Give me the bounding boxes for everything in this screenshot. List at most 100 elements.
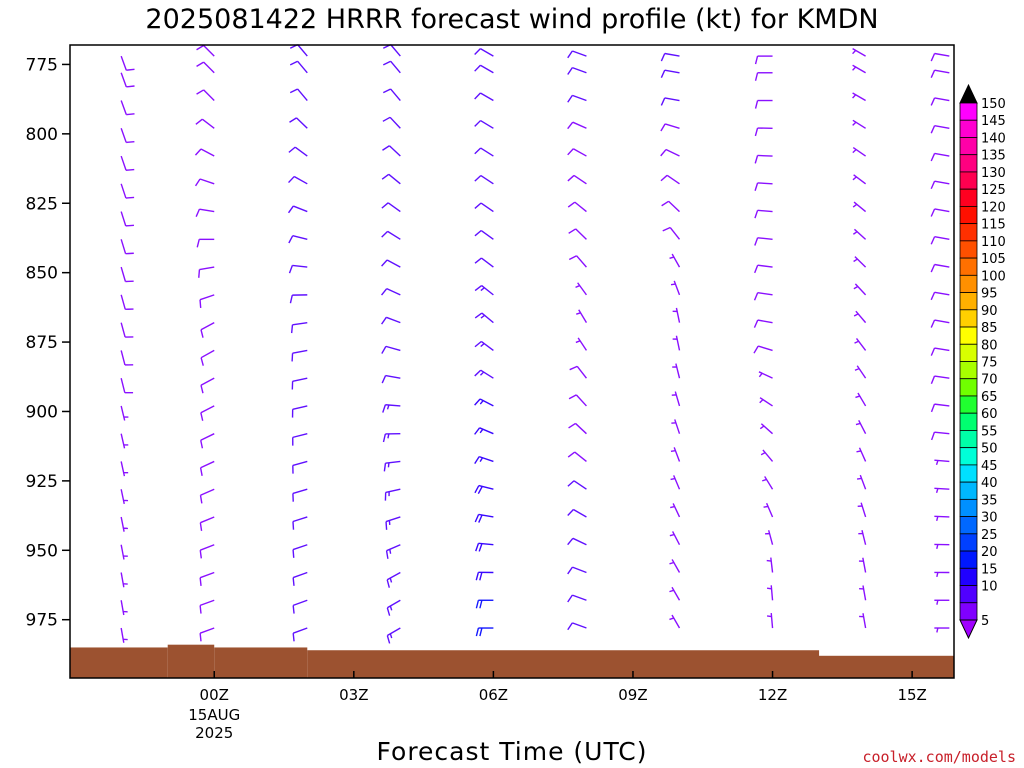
- wind-barb: [858, 530, 867, 545]
- terrain-step: [795, 655, 954, 678]
- wind-barb: [930, 319, 950, 328]
- wind-barb: [930, 52, 950, 62]
- wind-barb: [287, 205, 308, 214]
- colorbar-label: 30: [981, 511, 998, 526]
- wind-barb: [763, 502, 774, 518]
- x-tick-label: 09Z: [618, 686, 647, 704]
- wind-barb: [290, 321, 308, 334]
- colorbar-swatch: [959, 430, 978, 449]
- wind-barb: [760, 449, 774, 462]
- wind-barb: [567, 50, 587, 59]
- wind-barb: [288, 175, 308, 185]
- wind-barb: [857, 502, 867, 518]
- y-tick-label: 975: [26, 611, 58, 631]
- wind-barb: [567, 480, 587, 490]
- wind-barb: [474, 64, 494, 74]
- colorbar-swatch: [959, 240, 978, 259]
- wind-barb: [854, 365, 867, 379]
- wind-barb: [289, 294, 308, 304]
- wind-barb: [567, 622, 587, 631]
- wind-barb: [474, 119, 494, 129]
- x-tick-sublabel: 15AUG: [188, 706, 240, 724]
- wind-barb: [120, 572, 128, 588]
- wind-barb: [292, 544, 308, 558]
- wind-barb: [381, 316, 401, 325]
- wind-barb: [475, 599, 494, 609]
- wind-barb: [853, 283, 867, 296]
- wind-barb: [383, 460, 401, 472]
- wind-barb: [198, 266, 215, 278]
- wind-barb: [382, 116, 401, 129]
- wind-barb: [382, 145, 401, 157]
- wind-barb: [382, 88, 401, 101]
- wind-barb: [381, 288, 401, 296]
- wind-barb: [567, 537, 587, 546]
- wind-barb: [575, 337, 588, 351]
- wind-barb: [382, 404, 401, 413]
- colorbar-label: 25: [981, 528, 998, 543]
- colorbar: 1501451401351301251201151101051009590858…: [959, 83, 1006, 640]
- wind-barb: [930, 69, 950, 78]
- wind-barb: [568, 228, 587, 240]
- wind-barb: [567, 201, 587, 213]
- wind-barb: [567, 174, 587, 185]
- wind-barb: [567, 148, 587, 157]
- wind-barb: [200, 349, 215, 366]
- wind-barb: [754, 182, 773, 191]
- wind-barb: [576, 309, 588, 323]
- wind-barb: [120, 433, 129, 449]
- wind-barb: [199, 460, 215, 476]
- colorbar-label: 90: [981, 304, 998, 319]
- wind-barb: [474, 229, 494, 240]
- wind-barb: [766, 585, 774, 601]
- y-tick-label: 900: [26, 402, 58, 422]
- colorbar-top-arrow: [959, 83, 978, 104]
- colorbar-label: 135: [981, 149, 1006, 164]
- colorbar-swatch: [959, 188, 978, 207]
- colorbar-swatch: [959, 550, 978, 569]
- wind-barb: [754, 209, 773, 219]
- wind-barb: [475, 542, 494, 552]
- terrain-step: [70, 647, 168, 678]
- wind-barb: [568, 255, 587, 268]
- wind-barb: [660, 148, 680, 157]
- wind-barb: [754, 237, 773, 246]
- wind-barb: [930, 152, 950, 162]
- wind-barb: [853, 310, 867, 324]
- wind-barb: [292, 599, 308, 614]
- wind-barb: [474, 513, 494, 523]
- wind-barb: [199, 544, 215, 559]
- wind-barb: [475, 627, 494, 637]
- wind-barb: [766, 557, 774, 573]
- colorbar-swatch: [959, 516, 978, 535]
- colorbar-swatch: [959, 171, 978, 190]
- x-tick-label: 15Z: [897, 686, 926, 704]
- wind-barb: [386, 571, 401, 588]
- colorbar-label: 70: [981, 373, 998, 388]
- wind-barb: [859, 613, 867, 629]
- colorbar-label: 150: [981, 97, 1006, 112]
- wind-barb: [382, 60, 401, 74]
- wind-barb: [930, 263, 950, 273]
- wind-barb: [292, 488, 308, 502]
- terrain-step: [167, 644, 215, 678]
- colorbar-label: 40: [981, 476, 998, 491]
- colorbar-swatch: [959, 464, 978, 483]
- colorbar-label: 85: [981, 321, 998, 336]
- wind-barb: [120, 377, 134, 394]
- wind-barb: [852, 92, 866, 102]
- wind-barb: [930, 403, 950, 413]
- wind-barb: [568, 394, 587, 407]
- colorbar-label: 20: [981, 545, 998, 560]
- wind-barb: [855, 392, 867, 407]
- wind-barb: [474, 369, 494, 379]
- wind-barb: [474, 455, 494, 464]
- wind-barb: [382, 43, 401, 57]
- wind-barb: [474, 202, 494, 213]
- wind-barb: [199, 627, 215, 642]
- wind-barb: [289, 88, 308, 101]
- wind-barb: [120, 266, 134, 283]
- chart-title: 2025081422 HRRR forecast wind profile (k…: [145, 4, 878, 35]
- colorbar-label: 15: [981, 562, 998, 577]
- wind-barb: [381, 173, 401, 185]
